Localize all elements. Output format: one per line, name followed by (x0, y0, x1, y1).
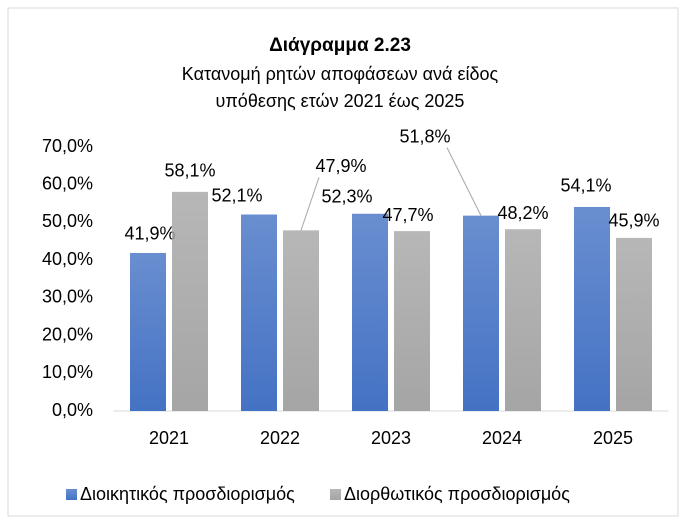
x-tick-label: 2022 (260, 428, 300, 448)
legend-swatch (330, 489, 341, 500)
y-tick-label: 40,0% (42, 249, 93, 269)
x-tick-label: 2025 (593, 428, 633, 448)
legend-label: Διορθωτικός προσδιορισμός (344, 484, 570, 504)
legend-label: Διοικητικός προσδιορισμός (80, 484, 295, 504)
data-label: 52,1% (211, 185, 262, 205)
bar (394, 231, 430, 411)
bar (130, 252, 166, 411)
y-tick-label: 50,0% (42, 211, 93, 231)
data-label: 45,9% (608, 211, 659, 231)
bar (352, 213, 388, 411)
leader-line (300, 177, 320, 231)
bar (172, 191, 208, 411)
y-tick-label: 60,0% (42, 173, 93, 193)
x-tick-label: 2023 (371, 428, 411, 448)
data-label: 47,9% (315, 156, 366, 176)
y-tick-label: 70,0% (42, 136, 93, 156)
y-tick-label: 0,0% (52, 400, 93, 420)
y-tick-label: 10,0% (42, 362, 93, 382)
bar (463, 215, 499, 411)
x-tick-label: 2024 (482, 428, 522, 448)
bar (505, 229, 541, 411)
data-label: 41,9% (124, 224, 175, 244)
chart-title: Διάγραμμα 2.23 (269, 35, 411, 56)
leader-line (446, 147, 482, 216)
data-label: 51,8% (399, 126, 450, 146)
data-label: 58,1% (164, 161, 215, 181)
data-label: 48,2% (497, 203, 548, 223)
x-tick-label: 2021 (149, 428, 189, 448)
data-label: 47,7% (382, 205, 433, 225)
bar (241, 214, 277, 411)
legend-swatch (66, 489, 77, 500)
bar (616, 237, 652, 411)
data-label: 52,3% (321, 187, 372, 207)
bar (283, 230, 319, 411)
chart-subtitle: υπόθεσης ετών 2021 έως 2025 (216, 91, 465, 111)
y-tick-label: 30,0% (42, 287, 93, 307)
chart-subtitle: Κατανομή ρητών αποφάσεων ανά είδος (182, 64, 499, 84)
chart-border (7, 7, 679, 517)
bar (574, 206, 610, 411)
data-label: 54,1% (560, 176, 611, 196)
y-tick-label: 20,0% (42, 324, 93, 344)
